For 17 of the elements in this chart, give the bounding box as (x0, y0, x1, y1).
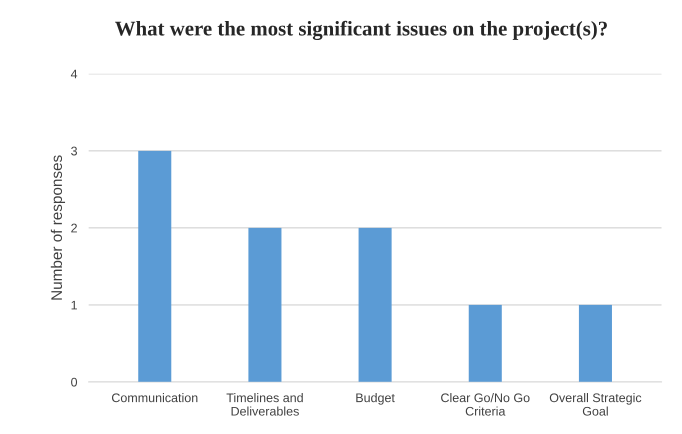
y-tick-label: 4 (70, 70, 78, 78)
y-tick-label: 3 (71, 146, 77, 156)
bar (578, 304, 612, 382)
x-tick-label: Budget (356, 393, 395, 405)
y-axis-title: Number of responses (50, 155, 66, 300)
bar (248, 228, 282, 382)
bar (468, 304, 502, 382)
x-tick-label: Overall Strategic Goal (550, 393, 642, 416)
y-tick-label: 0 (71, 378, 78, 387)
bar (138, 150, 172, 382)
chart-title: What were the most significant issues on the project(s)? (115, 20, 607, 40)
x-tick-label: Timelines and Deliverables (226, 393, 303, 416)
x-tick-label: Clear Go/No Go Criteria (441, 393, 530, 416)
y-tick-label: 2 (71, 224, 77, 232)
x-tick-label: Communication (112, 393, 198, 402)
bar (358, 228, 392, 382)
y-tick-label: 1 (72, 300, 77, 310)
